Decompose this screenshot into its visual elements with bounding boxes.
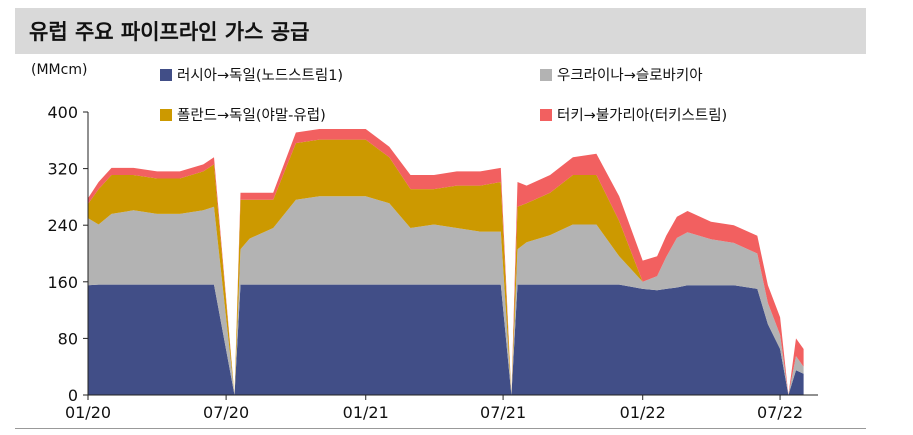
legend-swatch-turkey-bulgaria [540, 108, 552, 121]
title-bar: 유럽 주요 파이프라인 가스 공급 [15, 8, 866, 54]
chart-title: 유럽 주요 파이프라인 가스 공급 [29, 20, 310, 44]
legend-item-ukraine-slovakia: 우크라이나→슬로바키아 [540, 64, 703, 85]
x-tick-label: 01/21 [343, 403, 389, 422]
legend-label-poland-germany: 폴란드→독일(야말-유럽) [177, 108, 326, 124]
legend-label-ukraine-slovakia: 우크라이나→슬로바키아 [557, 68, 703, 84]
legend-swatch-ukraine-slovakia [540, 68, 552, 81]
y-tick-label: 0 [68, 386, 78, 405]
y-tick-label: 80 [58, 329, 78, 348]
y-tick-label: 400 [47, 103, 78, 122]
legend-label-russia-germany: 러시아→독일(노드스트림1) [177, 68, 344, 84]
y-tick-label: 160 [47, 273, 78, 292]
area-turkey-bulgaria [88, 129, 804, 395]
bottom-divider [15, 428, 866, 429]
legend-label-turkey-bulgaria: 터키→불가리아(터키스트림) [557, 108, 728, 124]
y-tick-label: 320 [47, 160, 78, 179]
area-ukraine-slovakia [88, 196, 804, 395]
x-tick-label: 07/21 [480, 403, 526, 422]
area-poland-germany [88, 139, 804, 395]
x-tick-label: 07/22 [757, 403, 803, 422]
x-tick-label: 01/20 [65, 403, 111, 422]
y-tick-label: 240 [47, 216, 78, 235]
legend-item-russia-germany: 러시아→독일(노드스트림1) [160, 64, 343, 85]
y-axis-unit-label: (MMcm) [31, 62, 88, 78]
area-russia-germany [88, 284, 804, 395]
legend-item-poland-germany: 폴란드→독일(야말-유럽) [160, 104, 326, 125]
legend-item-turkey-bulgaria: 터키→불가리아(터키스트림) [540, 104, 727, 125]
legend-swatch-russia-germany [160, 68, 172, 81]
legend-swatch-poland-germany [160, 108, 172, 121]
x-tick-label: 01/22 [620, 403, 666, 422]
x-tick-label: 07/20 [203, 403, 249, 422]
